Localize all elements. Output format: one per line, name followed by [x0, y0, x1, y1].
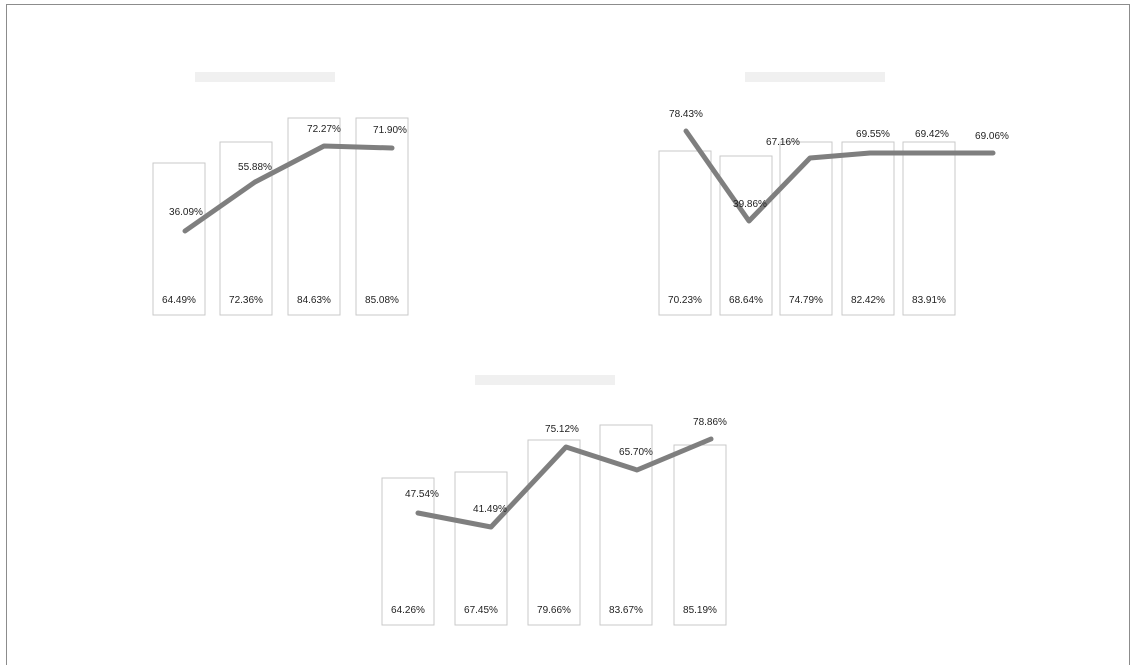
- line-data-label: 75.12%: [545, 424, 579, 435]
- series-line: [415, 436, 714, 530]
- bar-data-label: 72.36%: [229, 295, 263, 306]
- bar: [658, 150, 712, 316]
- line-data-label: 47.54%: [405, 489, 439, 500]
- bar-data-label: 64.49%: [162, 295, 196, 306]
- bar-data-label: 82.42%: [851, 295, 885, 306]
- bar: [152, 162, 206, 316]
- chart-2: 70.23% 68.64% 74.79% 82.42% 83.91% 78.43% 39.8…: [658, 72, 1009, 316]
- line-data-label: 55.88%: [238, 162, 272, 173]
- bar: [673, 444, 727, 626]
- line-data-label: 69.06%: [975, 131, 1009, 142]
- line-data-label: 71.90%: [373, 125, 407, 136]
- chart-3: 64.26% 67.45% 79.66% 83.67% 85.19% 47.54% 41.4…: [381, 375, 727, 626]
- bar: [779, 141, 833, 316]
- bar: [902, 141, 956, 316]
- bar: [381, 477, 435, 626]
- line-data-label: 36.09%: [169, 207, 203, 218]
- series-line: [182, 143, 395, 234]
- bar-data-label: 85.08%: [365, 295, 399, 306]
- bar-data-label: 85.19%: [683, 605, 717, 616]
- bar-data-label: 70.23%: [668, 295, 702, 306]
- line-data-label: 39.86%: [733, 199, 767, 210]
- bar: [527, 439, 581, 626]
- bar-data-label: 67.45%: [464, 605, 498, 616]
- line-data-label: 69.55%: [856, 129, 890, 140]
- bar-data-label: 84.63%: [297, 295, 331, 306]
- line-data-label: 78.43%: [669, 109, 703, 120]
- bar-data-label: 83.67%: [609, 605, 643, 616]
- bar: [841, 141, 895, 316]
- chart-title-placeholder: [745, 72, 885, 82]
- line-data-label: 41.49%: [473, 504, 507, 515]
- line-data-label: 67.16%: [766, 137, 800, 148]
- line-data-label: 69.42%: [915, 129, 949, 140]
- bar: [355, 117, 409, 316]
- bar-data-label: 79.66%: [537, 605, 571, 616]
- chart-1: 64.49% 72.36% 84.63% 85.08% 36.09% 55.88% 72.2…: [152, 72, 409, 316]
- bar-data-label: 83.91%: [912, 295, 946, 306]
- series-line: [683, 128, 996, 224]
- line-data-label: 65.70%: [619, 447, 653, 458]
- line-data-label: 72.27%: [307, 124, 341, 135]
- bar-data-label: 74.79%: [789, 295, 823, 306]
- line-data-label: 78.86%: [693, 417, 727, 428]
- chart-title-placeholder: [195, 72, 335, 82]
- bar-data-label: 64.26%: [391, 605, 425, 616]
- bar: [719, 155, 773, 316]
- chart-frame: [6, 4, 1130, 665]
- bar: [219, 141, 273, 316]
- bar: [454, 471, 508, 626]
- bar-data-label: 68.64%: [729, 295, 763, 306]
- chart-title-placeholder: [475, 375, 615, 385]
